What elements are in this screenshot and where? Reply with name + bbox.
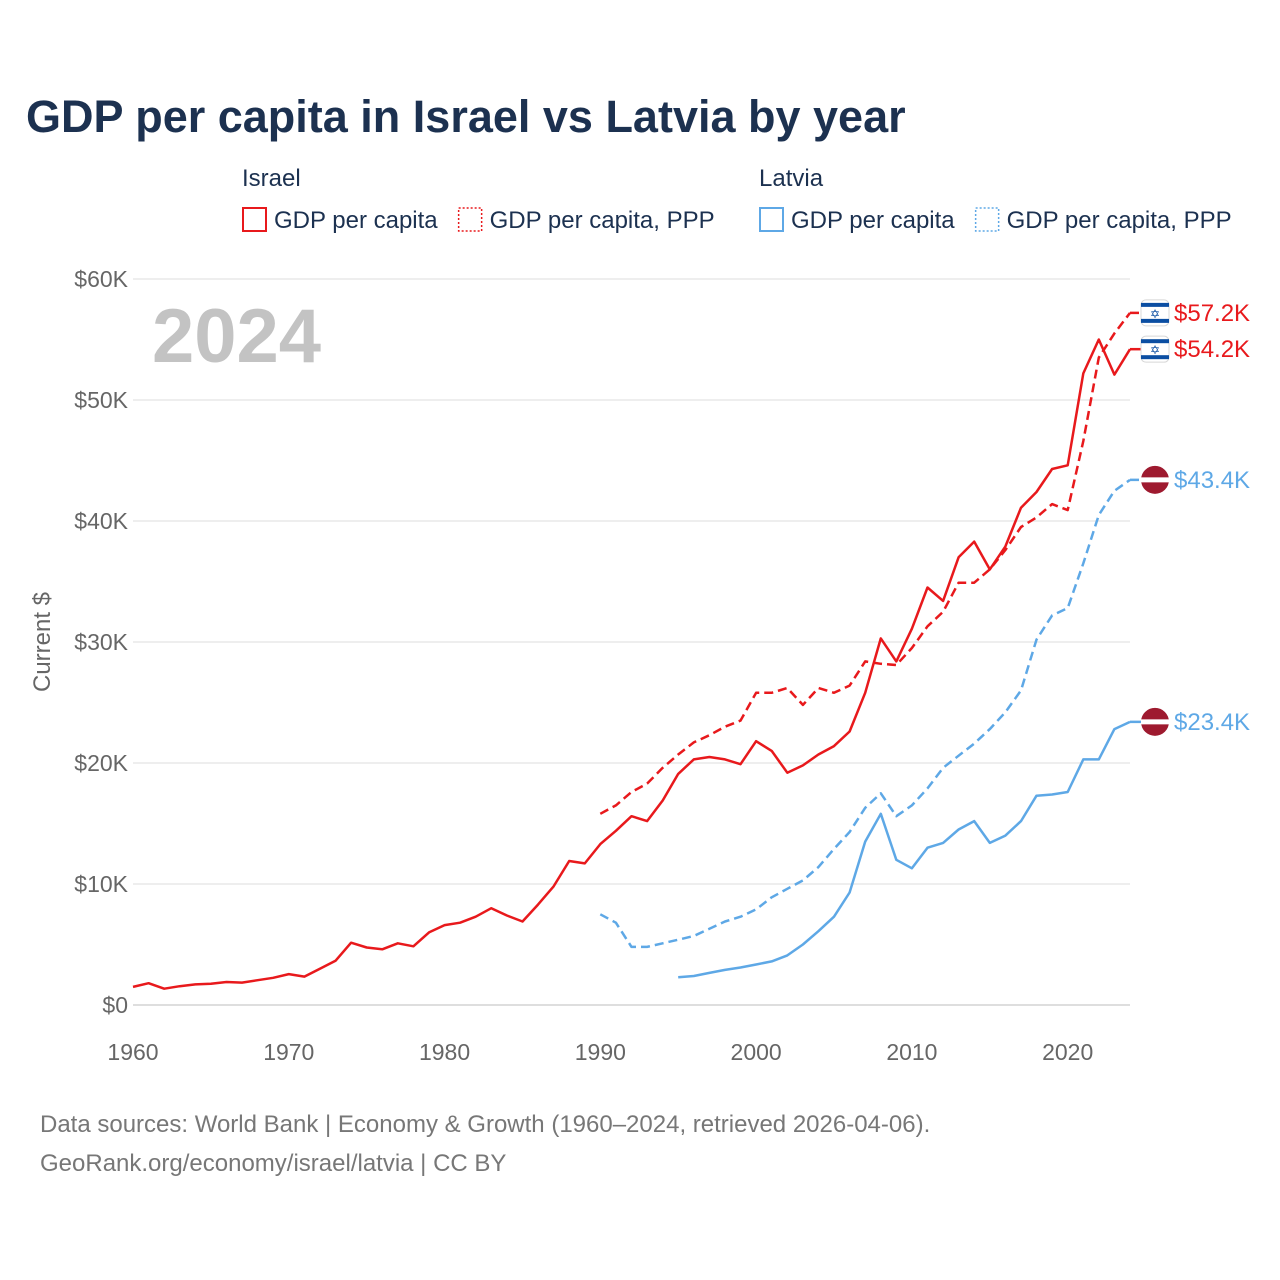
y-tick-label: $10K bbox=[74, 871, 128, 897]
legend-group-title: Israel bbox=[242, 165, 301, 192]
star-of-david-icon: ✡ bbox=[1150, 343, 1160, 357]
flag-stripe bbox=[1141, 719, 1169, 725]
series-line-israel-gdp-per-capita bbox=[132, 338, 1132, 990]
legend-item-label: GDP per capita, PPP bbox=[490, 207, 715, 234]
y-tick-label: $20K bbox=[74, 750, 128, 776]
flag-stripe bbox=[1141, 355, 1169, 360]
y-tick-label: $0 bbox=[102, 992, 128, 1018]
y-tick-label: $60K bbox=[74, 266, 128, 292]
grid bbox=[133, 278, 1130, 1006]
israel-flag-icon: ✡ bbox=[1140, 299, 1170, 327]
x-tick-label: 1970 bbox=[263, 1039, 314, 1065]
star-of-david-icon: ✡ bbox=[1150, 307, 1160, 321]
y-axis: $0 $10K $20K $30K $40K $50K $60K bbox=[74, 266, 128, 1018]
flag-stripe bbox=[1141, 302, 1169, 307]
legend-group-title: Latvia bbox=[759, 165, 824, 192]
x-axis: 1960 1970 1980 1990 2000 2010 2020 bbox=[107, 1039, 1093, 1065]
y-tick-label: $30K bbox=[74, 629, 128, 655]
end-labels: ✡ $54.2K ✡ $57.2K $23.4K $43.4K bbox=[1130, 299, 1250, 736]
x-tick-label: 2010 bbox=[886, 1039, 937, 1065]
end-value-label: $23.4K bbox=[1174, 709, 1250, 736]
end-value-label: $43.4K bbox=[1174, 467, 1250, 494]
latvia-flag-icon bbox=[1141, 707, 1169, 736]
end-value-label: $54.2K bbox=[1174, 336, 1250, 363]
sources-line-1: Data sources: World Bank | Economy & Gro… bbox=[40, 1111, 930, 1138]
legend-swatch bbox=[974, 207, 1000, 232]
end-value-label: $57.2K bbox=[1174, 300, 1250, 327]
flag-stripe bbox=[1141, 318, 1169, 323]
x-tick-label: 1980 bbox=[419, 1039, 470, 1065]
series-line-israel-gdp-per-capita-ppp bbox=[599, 312, 1131, 815]
y-tick-label: $50K bbox=[74, 387, 128, 413]
x-tick-label: 2020 bbox=[1042, 1039, 1093, 1065]
legend-item-label: GDP per capita bbox=[274, 207, 438, 234]
year-watermark: 2024 bbox=[152, 294, 321, 379]
chart-title: GDP per capita in Israel vs Latvia by ye… bbox=[26, 91, 906, 142]
legend-swatch bbox=[759, 207, 784, 232]
latvia-flag-icon bbox=[1141, 465, 1169, 494]
flag-stripe bbox=[1141, 477, 1169, 483]
y-axis-label: Current $ bbox=[29, 592, 56, 692]
israel-flag-icon: ✡ bbox=[1140, 335, 1170, 363]
sources-line-2: GeoRank.org/economy/israel/latvia | CC B… bbox=[40, 1150, 506, 1177]
legend-swatch bbox=[457, 207, 483, 232]
legend: Israel GDP per capita GDP per capita, PPP L… bbox=[242, 165, 1232, 234]
x-tick-label: 1990 bbox=[575, 1039, 626, 1065]
series-line-latvia-gdp-per-capita bbox=[678, 720, 1131, 979]
flag-stripe bbox=[1141, 339, 1169, 344]
y-tick-label: $40K bbox=[74, 508, 128, 534]
legend-item-label: GDP per capita, PPP bbox=[1007, 207, 1232, 234]
x-tick-label: 2000 bbox=[731, 1039, 782, 1065]
x-tick-label: 1960 bbox=[107, 1039, 158, 1065]
series-lines bbox=[132, 312, 1132, 990]
legend-swatch bbox=[242, 207, 267, 232]
legend-item-label: GDP per capita bbox=[791, 207, 955, 234]
series-line-latvia-gdp-per-capita-ppp bbox=[599, 478, 1131, 949]
